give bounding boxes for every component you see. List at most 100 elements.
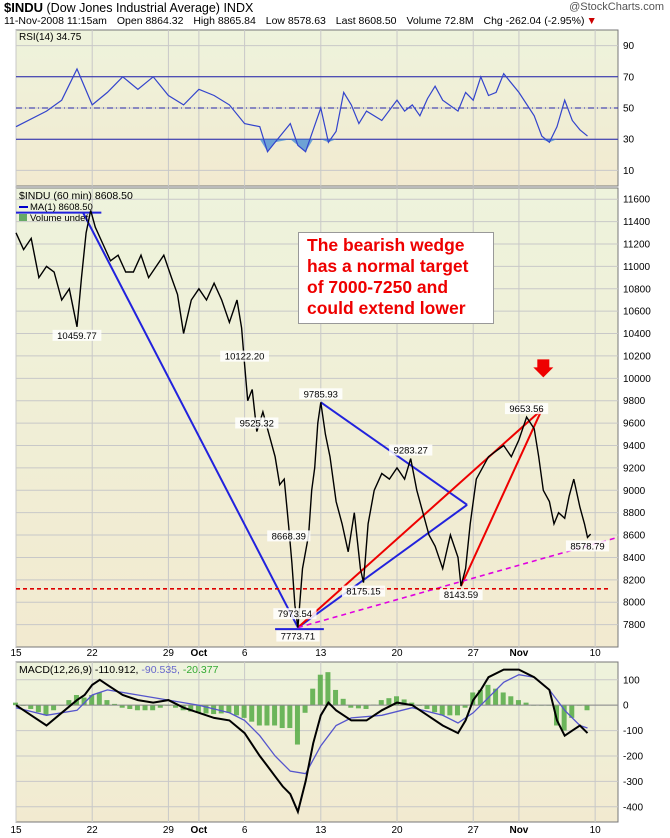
macd-histogram-bar bbox=[218, 705, 224, 714]
price-y-tick-label: 9000 bbox=[623, 486, 646, 497]
macd-histogram-bar bbox=[51, 705, 57, 711]
price-label-bg bbox=[504, 403, 549, 415]
macd-histogram-bar bbox=[294, 705, 300, 745]
quote-last: Last 8608.50 bbox=[335, 15, 397, 27]
macd-x-tick-label: 10 bbox=[590, 825, 602, 836]
annotation-line-2: has a normal target bbox=[307, 256, 469, 276]
macd-histogram-bar bbox=[272, 705, 278, 726]
macd-histogram-bar bbox=[112, 703, 118, 706]
price-x-tick-label: 20 bbox=[391, 648, 403, 659]
macd-histogram-bar bbox=[485, 684, 491, 706]
macd-histogram-bar bbox=[287, 705, 293, 729]
price-label-bg bbox=[389, 444, 433, 456]
macd-histogram-bar bbox=[203, 705, 209, 714]
macd-x-tick-label: 20 bbox=[391, 825, 403, 836]
price-y-tick-label: 10400 bbox=[623, 329, 651, 340]
macd-histogram-bar bbox=[500, 692, 506, 706]
macd-histogram-bar bbox=[249, 705, 255, 722]
macd-y-tick-label: 100 bbox=[623, 675, 640, 686]
macd-histogram-bar bbox=[439, 705, 445, 716]
trendline-red-6 bbox=[460, 409, 543, 587]
index-name: (Dow Jones Industrial Average) bbox=[46, 1, 220, 15]
macd-histogram-bar bbox=[447, 705, 453, 716]
price-data-label: 8143.59 bbox=[444, 590, 478, 601]
symbol: $INDU bbox=[4, 0, 44, 15]
price-label-bg bbox=[565, 540, 610, 552]
annotation-line-3: of 7000-7250 and bbox=[307, 277, 449, 297]
macd-histogram-bar bbox=[424, 705, 430, 709]
macd-y-tick-label: 0 bbox=[623, 701, 629, 712]
macd-background bbox=[15, 661, 619, 823]
macd-title: MACD(12,26,9) -110.912, -90.535, -20.377 bbox=[19, 664, 219, 676]
macd-histogram-bar bbox=[470, 692, 476, 706]
macd-histogram-bar bbox=[325, 672, 331, 706]
macd-histogram-bar bbox=[515, 700, 521, 706]
price-y-tick-label: 11200 bbox=[623, 239, 651, 250]
macd-histogram-bar bbox=[310, 688, 316, 706]
macd-histogram-bar bbox=[28, 705, 34, 709]
macd-histogram-bar bbox=[493, 688, 499, 706]
price-x-tick-label: 13 bbox=[315, 648, 327, 659]
price-data-label: 9525.32 bbox=[240, 418, 274, 429]
price-y-tick-label: 10000 bbox=[623, 374, 651, 385]
price-y-tick-label: 9600 bbox=[623, 419, 646, 430]
macd-line bbox=[15, 668, 589, 815]
macd-x-tick-label: 13 bbox=[315, 825, 327, 836]
macd-histogram-bar bbox=[43, 705, 49, 716]
macd-histogram-bar bbox=[386, 698, 392, 706]
macd-histogram-bar bbox=[394, 696, 400, 706]
trendline-magenta-dashed-7 bbox=[297, 536, 619, 629]
price-y-tick-label: 10800 bbox=[623, 284, 651, 295]
macd-title-part: MACD(12,26,9) bbox=[19, 664, 92, 676]
macd-histogram-bar bbox=[127, 705, 133, 709]
price-y-tick-label: 8000 bbox=[623, 598, 646, 609]
macd-x-tick-label: 22 bbox=[87, 825, 99, 836]
macd-histogram-bar bbox=[13, 702, 18, 706]
macd-histogram-bar bbox=[173, 705, 179, 708]
rsi-y-tick-label: 90 bbox=[623, 41, 635, 52]
price-data-label: 10459.77 bbox=[57, 331, 97, 342]
macd-histogram-bar bbox=[409, 702, 415, 706]
macd-histogram-bar bbox=[142, 705, 148, 711]
macd-title-part: -110.912, bbox=[92, 664, 139, 676]
rsi-y-tick-label: 50 bbox=[623, 104, 635, 115]
macd-histogram-bar bbox=[477, 689, 483, 706]
macd-histogram-bar bbox=[569, 705, 575, 718]
macd-histogram-bar bbox=[150, 705, 156, 711]
price-label-bg bbox=[276, 630, 320, 642]
macd-histogram-bar bbox=[96, 692, 102, 706]
macd-histogram-bar bbox=[561, 705, 567, 731]
macd-histogram-bar bbox=[348, 705, 354, 708]
rsi-panel: 10 30 50 70 90 RSI(14) 34.75 bbox=[15, 29, 635, 187]
macd-histogram-bar bbox=[264, 705, 270, 726]
macd-x-tick-label: 6 bbox=[242, 825, 248, 836]
price-line bbox=[15, 210, 592, 628]
price-label-bg bbox=[235, 417, 279, 429]
macd-x-tick-label: Nov bbox=[509, 825, 528, 836]
macd-histogram-bar bbox=[454, 705, 460, 716]
macd-x-tick-label: 27 bbox=[468, 825, 480, 836]
macd-histogram-bar bbox=[119, 705, 125, 708]
macd-title-part: -20.377 bbox=[180, 664, 219, 676]
price-y-tick-label: 9800 bbox=[623, 396, 646, 407]
price-x-tick-label: Oct bbox=[191, 648, 208, 659]
macd-histogram-bar bbox=[462, 705, 468, 708]
price-y-tick-label: 8400 bbox=[623, 553, 646, 564]
macd-y-tick-label: -100 bbox=[623, 726, 643, 737]
macd-histogram-bar bbox=[89, 695, 95, 706]
macd-histogram-bar bbox=[81, 697, 87, 706]
trendline-blue-0 bbox=[82, 212, 299, 629]
macd-histogram-bar bbox=[134, 705, 140, 711]
exchange: INDX bbox=[223, 1, 254, 15]
price-data-label: 7973.54 bbox=[278, 609, 312, 620]
quote-change-value: Chg -262.04 (-2.95%) bbox=[483, 15, 585, 27]
macd-x-tick-label: 29 bbox=[163, 825, 175, 836]
macd-histogram-bar bbox=[104, 700, 110, 706]
macd-x-tick-label: Oct bbox=[191, 825, 208, 836]
down-arrow-icon bbox=[533, 359, 554, 378]
chart-title: $INDU (Dow Jones Industrial Average) IND… bbox=[4, 0, 253, 15]
macd-histogram-bar bbox=[363, 705, 369, 709]
macd-histogram-bar bbox=[233, 705, 239, 716]
macd-histogram-bar bbox=[355, 705, 361, 709]
